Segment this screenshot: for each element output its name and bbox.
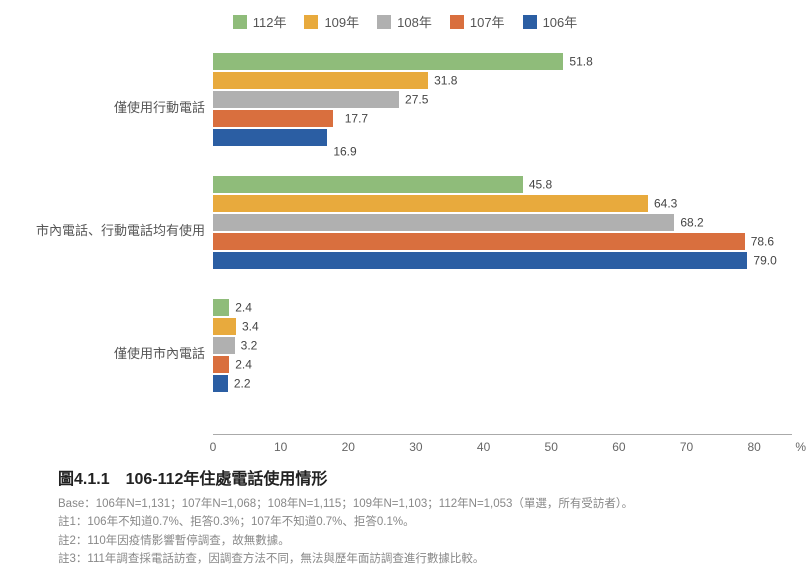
bar-value-label: 27.5	[405, 91, 428, 108]
x-tick: 30	[409, 440, 422, 454]
legend-item: 109年	[304, 12, 359, 31]
bar	[213, 299, 229, 316]
legend-swatch	[523, 15, 537, 29]
bar	[213, 72, 428, 89]
bar	[213, 375, 228, 392]
bar-value-label: 79.0	[753, 252, 776, 269]
bar-value-label: 2.2	[234, 375, 251, 392]
bar-value-label: 16.9	[333, 144, 356, 161]
legend-item: 108年	[377, 12, 432, 31]
bar	[213, 176, 523, 193]
bar	[213, 356, 229, 373]
legend-swatch	[450, 15, 464, 29]
bar	[213, 214, 674, 231]
legend-swatch	[233, 15, 247, 29]
note-line: Base：106年N=1,131；107年N=1,068；108年N=1,115…	[58, 495, 792, 513]
x-axis-unit: %	[795, 440, 806, 454]
x-tick: 70	[680, 440, 693, 454]
bar	[213, 110, 333, 127]
bar-value-label: 17.7	[345, 110, 368, 127]
figure-title: 圖4.1.1 106-112年住處電話使用情形	[58, 465, 792, 489]
bar-value-label: 51.8	[569, 53, 592, 70]
legend: 112年 109年 108年 107年 106年	[18, 12, 792, 31]
bar-value-label: 64.3	[654, 195, 677, 212]
legend-label: 112年	[253, 12, 287, 31]
category-label: 市內電話、行動電話均有使用	[36, 223, 205, 239]
x-tick: 60	[612, 440, 625, 454]
legend-label: 107年	[470, 12, 505, 31]
bar-value-label: 45.8	[529, 176, 552, 193]
note-line: 註2：110年因疫情影響暫停調查，故無數據。	[58, 532, 792, 550]
legend-label: 106年	[543, 12, 578, 31]
bar-value-label: 3.2	[241, 337, 258, 354]
bar	[213, 129, 327, 146]
bar	[213, 252, 747, 269]
bar-value-label: 2.4	[235, 299, 252, 316]
bar	[213, 91, 399, 108]
bar-value-label: 78.6	[751, 233, 774, 250]
x-tick: 50	[545, 440, 558, 454]
category-label: 僅使用市內電話	[114, 346, 205, 362]
bar-value-label: 3.4	[242, 318, 259, 335]
legend-item: 107年	[450, 12, 505, 31]
bar-value-label: 68.2	[680, 214, 703, 231]
bar	[213, 53, 563, 70]
x-tick: 20	[342, 440, 355, 454]
bar	[213, 337, 235, 354]
x-tick: 40	[477, 440, 490, 454]
legend-swatch	[304, 15, 318, 29]
bar	[213, 318, 236, 335]
legend-item: 112年	[233, 12, 287, 31]
bar-value-label: 2.4	[235, 356, 252, 373]
x-tick: 10	[274, 440, 287, 454]
category-label: 僅使用行動電話	[114, 100, 205, 116]
x-tick: 80	[747, 440, 760, 454]
legend-label: 109年	[324, 12, 359, 31]
note-line: 註1：106年不知道0.7%、拒答0.3%；107年不知道0.7%、拒答0.1%…	[58, 513, 792, 531]
bar-chart: 僅使用行動電話市內電話、行動電話均有使用僅使用市內電話 010203040506…	[18, 45, 792, 435]
bar	[213, 195, 648, 212]
bar	[213, 233, 745, 250]
legend-item: 106年	[523, 12, 578, 31]
legend-label: 108年	[397, 12, 432, 31]
x-tick: 0	[210, 440, 217, 454]
bar-value-label: 31.8	[434, 72, 457, 89]
legend-swatch	[377, 15, 391, 29]
note-line: 註3：111年調查採電話訪查，因調查方法不同，無法與歷年面訪調查進行數據比較。	[58, 550, 792, 568]
chart-notes: 圖4.1.1 106-112年住處電話使用情形 Base：106年N=1,131…	[18, 465, 792, 569]
